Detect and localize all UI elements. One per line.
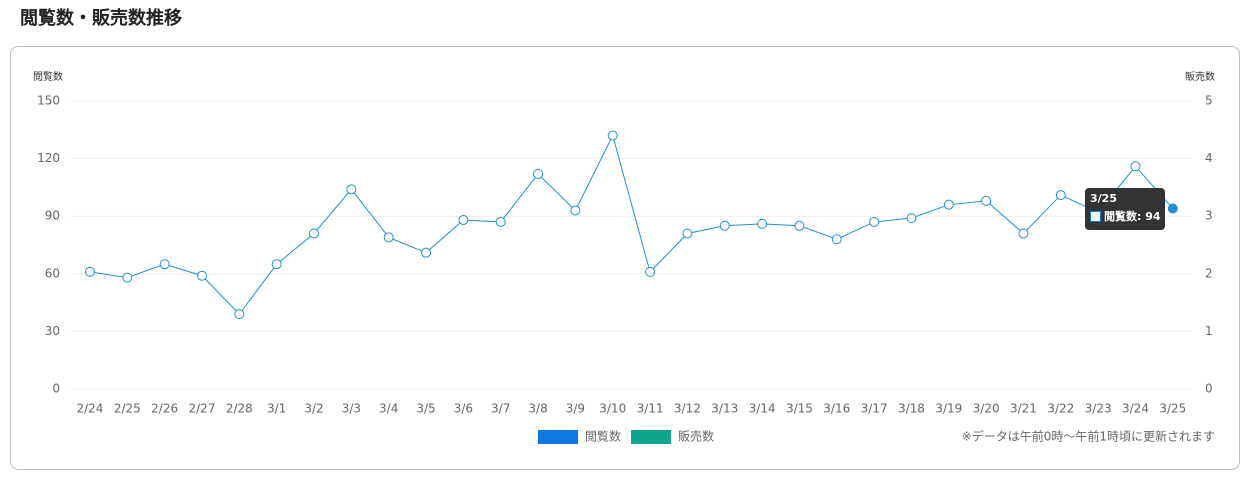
x-tick-label: 3/18 bbox=[898, 402, 925, 416]
x-tick-label: 3/9 bbox=[566, 402, 585, 416]
legend-swatch bbox=[538, 430, 578, 444]
tooltip-title: 3/25 bbox=[1090, 192, 1117, 205]
x-tick-label: 3/4 bbox=[379, 402, 398, 416]
x-tick-label: 3/2 bbox=[304, 402, 323, 416]
y2-axis-title: 販売数 bbox=[1185, 70, 1215, 83]
x-tick-label: 2/26 bbox=[151, 402, 178, 416]
data-point bbox=[421, 247, 432, 258]
x-tick-label: 3/23 bbox=[1085, 402, 1112, 416]
data-point bbox=[271, 259, 282, 270]
data-point bbox=[943, 199, 954, 210]
series-line bbox=[89, 134, 1174, 315]
x-tick-label: 3/8 bbox=[528, 402, 547, 416]
tooltip-text: 閲覧数: 94 bbox=[1104, 209, 1161, 223]
y-tick-label: 0 bbox=[52, 382, 60, 396]
x-tick-label: 3/15 bbox=[786, 402, 813, 416]
x-tick-label: 3/16 bbox=[823, 402, 850, 416]
data-point bbox=[533, 168, 544, 179]
x-tick-label: 3/1 bbox=[267, 402, 286, 416]
x-tick-label: 3/19 bbox=[935, 402, 962, 416]
note: ※データは午前0時～午前1時頃に更新されます bbox=[962, 429, 1215, 444]
x-tick-label: 3/24 bbox=[1122, 402, 1149, 416]
data-point bbox=[234, 309, 245, 320]
data-point bbox=[757, 218, 768, 229]
y2-tick-label: 3 bbox=[1205, 209, 1213, 223]
x-tick-label: 3/13 bbox=[711, 402, 738, 416]
x-tick-label: 2/24 bbox=[76, 402, 103, 416]
data-point bbox=[383, 232, 394, 243]
data-point bbox=[1018, 228, 1029, 239]
y2-tick-label: 0 bbox=[1205, 382, 1213, 396]
x-tick-label: 3/12 bbox=[674, 402, 701, 416]
y-tick-label: 60 bbox=[45, 266, 60, 280]
data-point bbox=[122, 272, 133, 283]
x-tick-label: 3/20 bbox=[973, 402, 1000, 416]
x-tick-label: 3/25 bbox=[1159, 402, 1186, 416]
legend-label: 販売数 bbox=[678, 429, 714, 444]
data-point bbox=[607, 130, 618, 141]
data-point bbox=[1130, 161, 1141, 172]
y-tick-label: 120 bbox=[37, 151, 60, 165]
data-point bbox=[906, 213, 917, 224]
chart-title: 閲覧数・販売数推移 bbox=[20, 7, 182, 29]
data-point bbox=[495, 216, 506, 227]
data-point bbox=[869, 216, 880, 227]
data-point bbox=[719, 220, 730, 231]
y-axis-title: 閲覧数 bbox=[33, 70, 63, 83]
data-point bbox=[346, 184, 357, 195]
x-tick-label: 3/14 bbox=[749, 402, 776, 416]
x-tick-label: 3/7 bbox=[491, 402, 510, 416]
x-tick-label: 3/11 bbox=[637, 402, 664, 416]
y-tick-label: 30 bbox=[45, 324, 60, 338]
x-tick-label: 3/22 bbox=[1047, 402, 1074, 416]
data-point bbox=[1055, 190, 1066, 201]
x-tick-label: 2/25 bbox=[114, 402, 141, 416]
data-point bbox=[159, 259, 170, 270]
data-point bbox=[570, 205, 581, 216]
data-point bbox=[645, 266, 656, 277]
tooltip-box bbox=[1085, 188, 1165, 230]
tooltip: 3/25 閲覧数: 94 bbox=[1085, 188, 1165, 230]
x-tick-label: 3/5 bbox=[416, 402, 435, 416]
data-point bbox=[1167, 203, 1178, 214]
data-point bbox=[682, 228, 693, 239]
y-tick-label: 90 bbox=[45, 209, 60, 223]
x-tick-label: 3/10 bbox=[599, 402, 626, 416]
data-point bbox=[831, 234, 842, 245]
y2-tick-label: 5 bbox=[1205, 94, 1213, 108]
data-point bbox=[458, 215, 469, 226]
y2-tick-label: 4 bbox=[1205, 151, 1213, 165]
data-point bbox=[794, 220, 805, 231]
x-tick-label: 3/6 bbox=[454, 402, 473, 416]
x-tick-label: 2/27 bbox=[189, 402, 216, 416]
x-tick-label: 3/21 bbox=[1010, 402, 1037, 416]
tooltip-swatch bbox=[1090, 211, 1101, 222]
x-tick-label: 2/28 bbox=[226, 402, 253, 416]
data-point bbox=[309, 228, 320, 239]
legend-swatch bbox=[631, 430, 672, 444]
x-tick-label: 3/17 bbox=[861, 402, 888, 416]
y2-tick-label: 1 bbox=[1205, 324, 1213, 338]
x-tick-label: 3/3 bbox=[342, 402, 361, 416]
card bbox=[10, 46, 1240, 470]
data-point bbox=[981, 195, 992, 206]
data-point bbox=[196, 270, 207, 281]
y2-tick-label: 2 bbox=[1205, 266, 1213, 280]
data-point bbox=[84, 266, 95, 277]
y-tick-label: 150 bbox=[37, 94, 60, 108]
legend-label: 閲覧数 bbox=[585, 429, 621, 444]
